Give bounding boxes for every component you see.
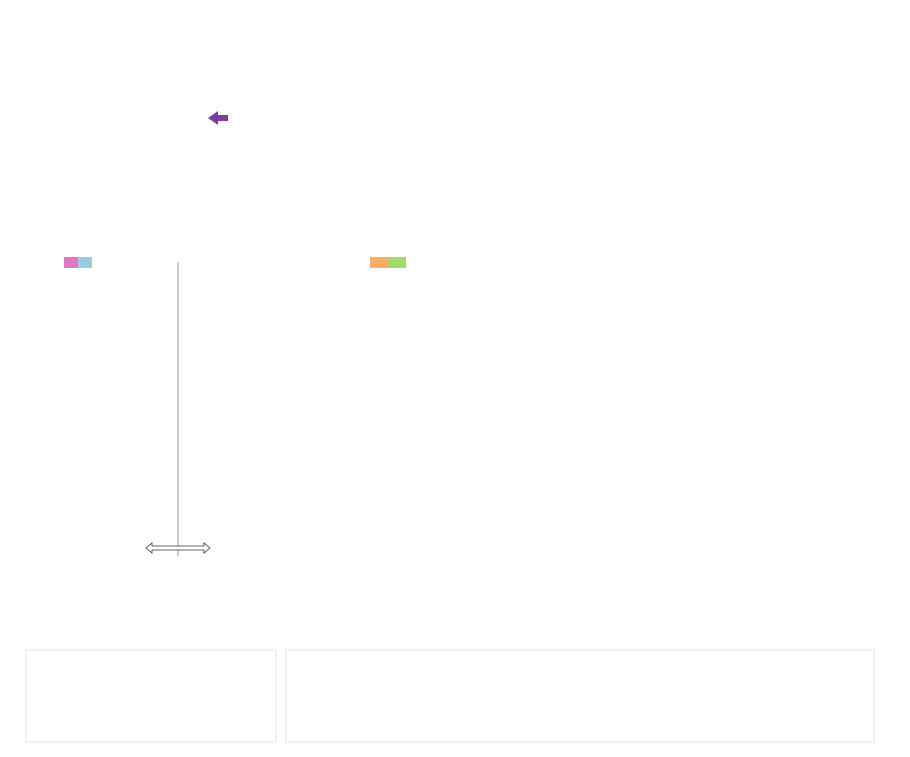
legend-swatch — [370, 257, 388, 268]
legend-swatch — [78, 257, 92, 268]
legend-swatch — [64, 257, 78, 268]
panel — [25, 649, 277, 743]
legend-swatch — [388, 257, 406, 268]
arrow — [208, 111, 228, 125]
panel — [285, 649, 875, 743]
double-arrow — [145, 542, 211, 554]
